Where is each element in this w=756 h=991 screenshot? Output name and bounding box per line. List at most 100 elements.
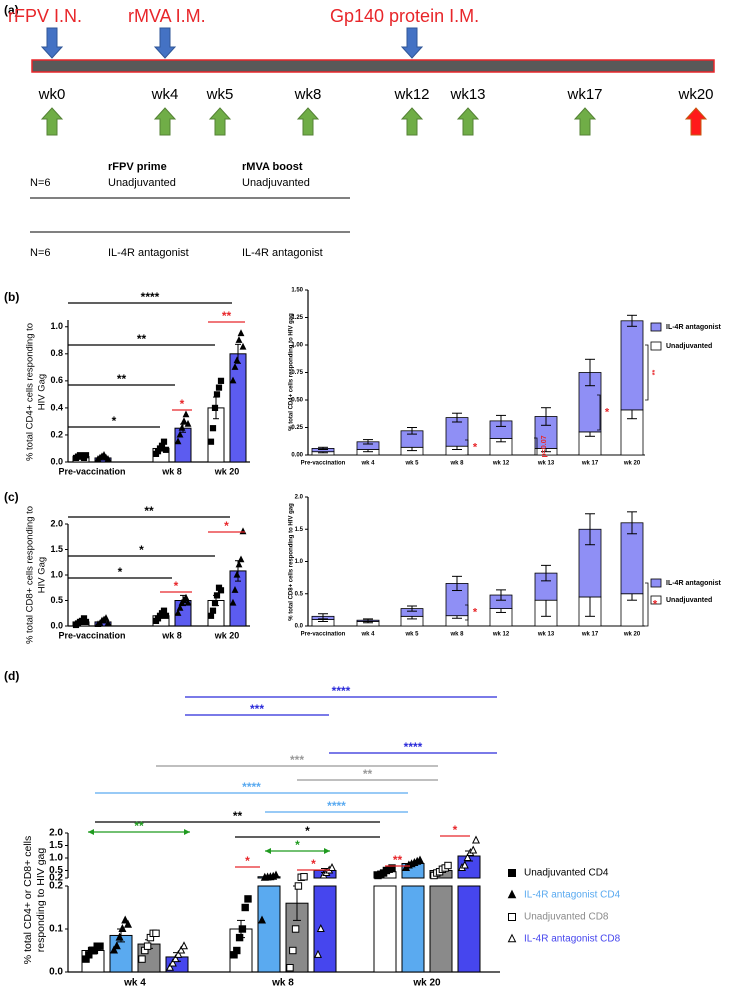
y-tick-label: 1.0 (295, 559, 304, 565)
arrow (296, 107, 320, 136)
y-tick-label: 0.50 (291, 398, 303, 404)
significance-label: ** (137, 332, 147, 346)
panel-label: (c) (4, 490, 19, 504)
x-tick-label: wk 12 (492, 461, 510, 467)
data-point (118, 924, 127, 933)
data-point (138, 955, 146, 963)
data-point (291, 925, 300, 933)
data-point (171, 954, 180, 963)
data-point (415, 855, 425, 864)
significance-label: **** (332, 684, 351, 698)
arrow (573, 107, 597, 136)
data-point (238, 925, 247, 933)
y-tick-label: 0.0 (50, 456, 63, 466)
arrow-head (324, 848, 330, 854)
y-tick-label: 0.1 (49, 924, 63, 935)
table-cell: N=6 (30, 177, 51, 189)
data-point (180, 417, 188, 425)
data-point (257, 915, 267, 924)
data-point (207, 612, 215, 619)
bar (257, 885, 281, 973)
data-point (176, 603, 184, 611)
data-point (104, 455, 112, 462)
x-tick-label: wk 20 (214, 466, 240, 476)
y-tick-label: 0.5 (295, 591, 304, 597)
panel-label: (a) (4, 3, 19, 17)
significance-label: *** (290, 753, 304, 767)
x-tick-label: wk 17 (581, 461, 599, 467)
x-tick-label: wk 20 (412, 978, 441, 989)
data-point (123, 919, 133, 928)
data-point (235, 933, 244, 942)
x-tick-label: wk 8 (161, 630, 182, 640)
significance-bracket (645, 344, 649, 401)
significance-label: * (453, 823, 458, 837)
data-point (160, 438, 168, 445)
data-point (115, 932, 124, 941)
y-tick-label: 2.0 (295, 495, 304, 501)
week-label: wk20 (677, 86, 713, 103)
data-point (143, 942, 152, 950)
data-point (300, 873, 308, 881)
y-tick-label: 1.5 (50, 544, 63, 554)
x-tick-label: wk 20 (214, 630, 240, 640)
arrow (400, 27, 424, 59)
week-label: wk13 (449, 86, 485, 103)
data-point (177, 945, 186, 954)
arrow (208, 107, 232, 136)
y-axis-label: HIV Gag (37, 374, 48, 410)
chart: 0.0 0.5 1.0 1.5 2.0 Unadjuvanted IL-4R antagon… (289, 495, 722, 638)
data-point (211, 404, 219, 412)
bar (457, 885, 481, 973)
x-tick-label: wk 20 (623, 632, 641, 638)
y-tick-label: 2.0 (49, 828, 63, 839)
y-tick-label: 0.75 (291, 370, 303, 376)
x-tick-label: wk 5 (404, 632, 419, 638)
significance-label: **** (327, 799, 346, 813)
significance-label: * (305, 824, 310, 838)
bar (401, 885, 425, 973)
y-tick-label: 0.8 (50, 348, 63, 358)
y-tick-label: 1.50 (291, 288, 303, 294)
week-label: wk8 (294, 86, 322, 103)
significance-label: * (473, 606, 478, 618)
table-cell: Unadjuvanted (242, 177, 310, 189)
x-tick-label: Pre-vaccination (58, 466, 125, 476)
significance-label: ** (363, 767, 373, 781)
y-tick-label: 0.5 (50, 595, 63, 605)
x-tick-label: Pre-vaccination (58, 630, 125, 640)
significance-label: ** (652, 370, 659, 376)
panel-label: (d) (4, 669, 19, 683)
significance-label: p=0.07 (541, 435, 548, 457)
legend-label: Unadjuvanted (666, 343, 712, 350)
significance-label: * (118, 565, 123, 579)
data-point (233, 946, 241, 955)
data-point (176, 430, 184, 438)
arrow-head (88, 829, 94, 835)
data-point (229, 598, 237, 606)
bar (174, 427, 192, 463)
data-point (211, 599, 219, 607)
data-point (237, 555, 245, 563)
data-point (235, 560, 243, 568)
week-label: wk0 (38, 86, 66, 103)
x-tick-label: wk 12 (492, 632, 510, 638)
x-tick-label: wk 17 (581, 632, 599, 638)
significance-label: **** (242, 780, 261, 794)
data-point (82, 452, 90, 459)
y-tick-label: 1.5 (49, 840, 63, 851)
x-tick-label: wk 8 (271, 978, 294, 989)
data-point (102, 614, 110, 621)
y-tick-label: 1.5 (295, 527, 304, 533)
route-label: rMVA I.M. (128, 6, 206, 26)
legend-label: IL-4R antagonist CD8 (524, 934, 621, 945)
data-point (184, 598, 192, 606)
y-tick-label: 0.0 (50, 620, 63, 630)
y-tick-label: 1.25 (291, 315, 303, 321)
panel-label: (b) (4, 290, 19, 304)
significance-label: * (605, 406, 610, 418)
y-axis-label: % total CD4+ or CD8+ cells (22, 836, 34, 964)
table-cell: IL-4R antagonist (108, 247, 189, 259)
